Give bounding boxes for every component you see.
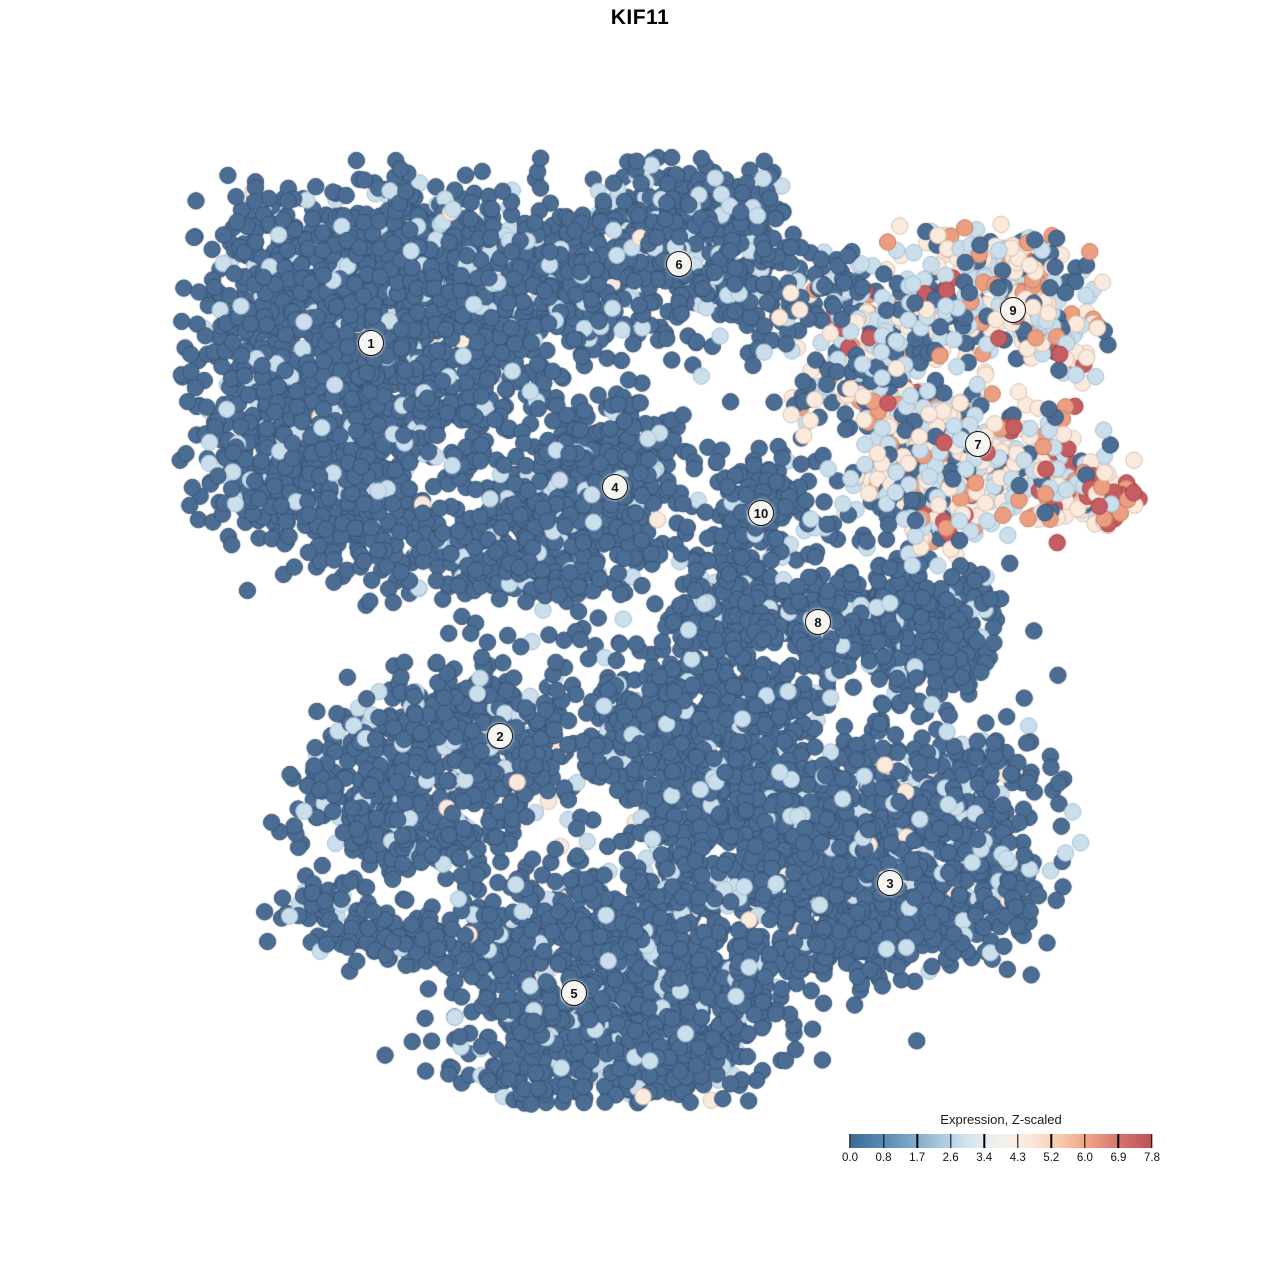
cluster-label-3: 3 — [877, 870, 903, 896]
legend-tick — [983, 1134, 985, 1148]
cluster-label-6: 6 — [666, 251, 692, 277]
legend-tick-label: 2.6 — [942, 1152, 959, 1164]
legend-tick-labels: 0.0 0.8 1.7 2.6 3.4 4.3 5.2 6.0 6.9 7.8 — [842, 1152, 1160, 1168]
cluster-label-4: 4 — [602, 474, 628, 500]
legend-tick-label: 4.3 — [1009, 1152, 1026, 1164]
legend-tick — [882, 1134, 885, 1148]
legend-tick — [949, 1134, 952, 1148]
cluster-label-9: 9 — [1000, 297, 1026, 323]
expression-legend: Expression, Z-scaled 0.0 0.8 1.7 2.6 3.4 4.3 5… — [842, 1112, 1160, 1168]
legend-tick — [1151, 1134, 1153, 1148]
legend-tick-label: 6.9 — [1110, 1152, 1127, 1164]
legend-tick-label: 3.4 — [976, 1152, 993, 1164]
legend-tick-label: 1.7 — [909, 1152, 926, 1164]
legend-tick — [1084, 1134, 1086, 1148]
legend-tick — [1017, 1134, 1019, 1148]
cluster-label-7: 7 — [965, 431, 991, 457]
cluster-label-5: 5 — [561, 980, 587, 1006]
legend-title: Expression, Z-scaled — [940, 1112, 1062, 1127]
legend-tick-label: 5.2 — [1043, 1152, 1060, 1164]
legend-tick-label: 6.0 — [1076, 1152, 1093, 1164]
cluster-label-2: 2 — [487, 723, 513, 749]
cluster-label-10: 10 — [748, 500, 774, 526]
cluster-label-8: 8 — [805, 609, 831, 635]
legend-tick — [916, 1134, 918, 1148]
legend-tick-label: 0.0 — [842, 1152, 858, 1164]
legend-tick — [849, 1134, 851, 1148]
legend-colorbar — [849, 1134, 1153, 1148]
legend-tick — [1117, 1134, 1120, 1148]
legend-tick-label: 7.8 — [1144, 1152, 1160, 1164]
legend-tick-label: 0.8 — [875, 1152, 892, 1164]
cluster-label-1: 1 — [358, 330, 384, 356]
legend-tick — [1050, 1134, 1053, 1148]
